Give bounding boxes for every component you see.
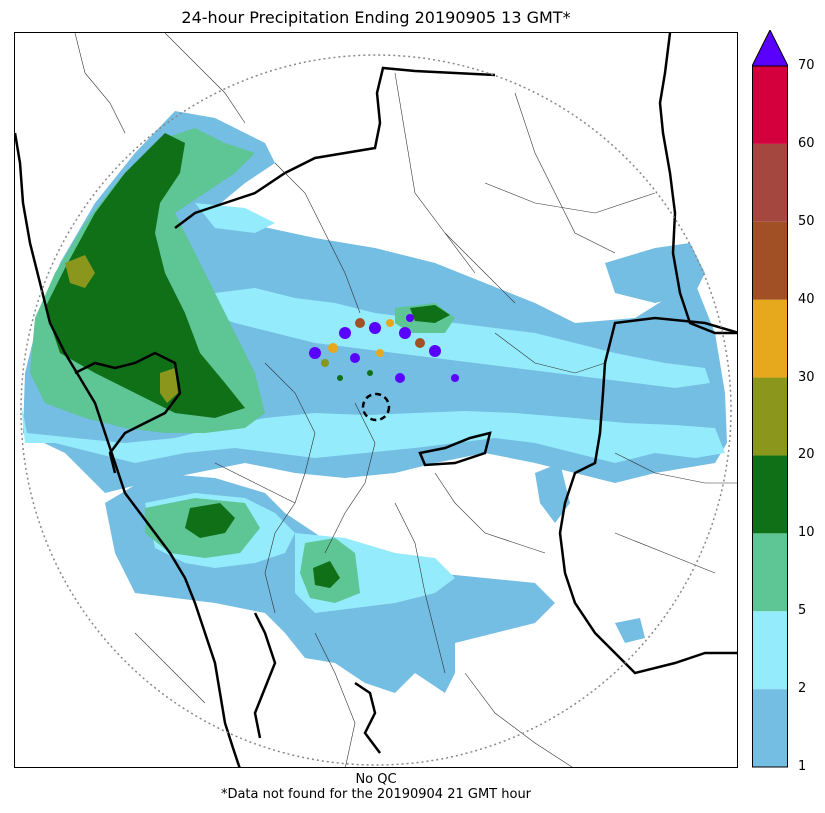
precip-olive-2: [160, 368, 178, 403]
colorbar-tick-label: 5: [798, 603, 807, 619]
colorbar-segment-0: [752, 689, 788, 767]
precip-green-south: [185, 503, 235, 538]
colorbar-segment-5: [752, 299, 788, 378]
colorbar-segment-4: [752, 377, 788, 456]
precipitation-map-svg: [15, 33, 737, 767]
state-border-west-inner: [74, 351, 182, 474]
precip-light-blue-se: [535, 463, 570, 523]
precip-light-blue-east: [605, 243, 705, 303]
colorbar: [752, 30, 788, 768]
colorbar-segment-8: [752, 66, 788, 144]
precip-cyan-north: [195, 203, 275, 233]
colorbar-tick-label: 20: [798, 447, 815, 463]
precip-convective-cluster: [309, 314, 459, 383]
colorbar-segment-2: [752, 533, 788, 612]
state-border-east: [658, 33, 737, 335]
radar-site-marker: [361, 392, 391, 422]
precip-green-west: [45, 133, 245, 418]
radar-coverage-ring: [20, 54, 732, 766]
colorbar-segment-6: [752, 221, 788, 300]
precip-green-south2: [313, 561, 340, 588]
colorbar-segment-7: [752, 143, 788, 222]
colorbar-tick-label: 1: [798, 759, 807, 774]
state-border-south: [253, 612, 277, 739]
colorbar-tick-label: 10: [798, 525, 815, 541]
colorbar-segment-1: [752, 611, 788, 690]
state-border-north: [174, 66, 496, 229]
state-border-central: [418, 431, 492, 467]
coastline: [15, 132, 241, 767]
colorbar-tick-label: 40: [798, 291, 815, 307]
state-border-south2: [354, 681, 381, 754]
state-border-east2: [558, 316, 737, 675]
qc-note: No QC: [355, 772, 397, 787]
colorbar-tick-label: 2: [798, 681, 807, 697]
missing-data-note: *Data not found for the 20190904 21 GMT …: [220, 787, 532, 802]
precip-olive-1: [65, 255, 95, 288]
colorbar-segment-3: [752, 455, 788, 534]
colorbar-tick-label: 50: [798, 213, 815, 229]
colorbar-tick-label: 70: [798, 58, 815, 73]
colorbar-segments: [752, 66, 788, 767]
precip-cyan-central: [205, 288, 710, 388]
colorbar-tick-label: 60: [798, 135, 815, 151]
precip-cyan-main: [21, 403, 725, 463]
precip-green-central: [410, 305, 450, 323]
precip-light-blue-se2: [615, 618, 645, 643]
radar-map: [14, 32, 738, 768]
colorbar-tick-label: 30: [798, 369, 815, 385]
colorbar-extend-arrow: [752, 30, 788, 67]
colorbar-frame: [752, 65, 788, 768]
district-boundaries: [74, 33, 737, 767]
chart-title: 24-hour Precipitation Ending 20190905 13…: [181, 8, 571, 27]
